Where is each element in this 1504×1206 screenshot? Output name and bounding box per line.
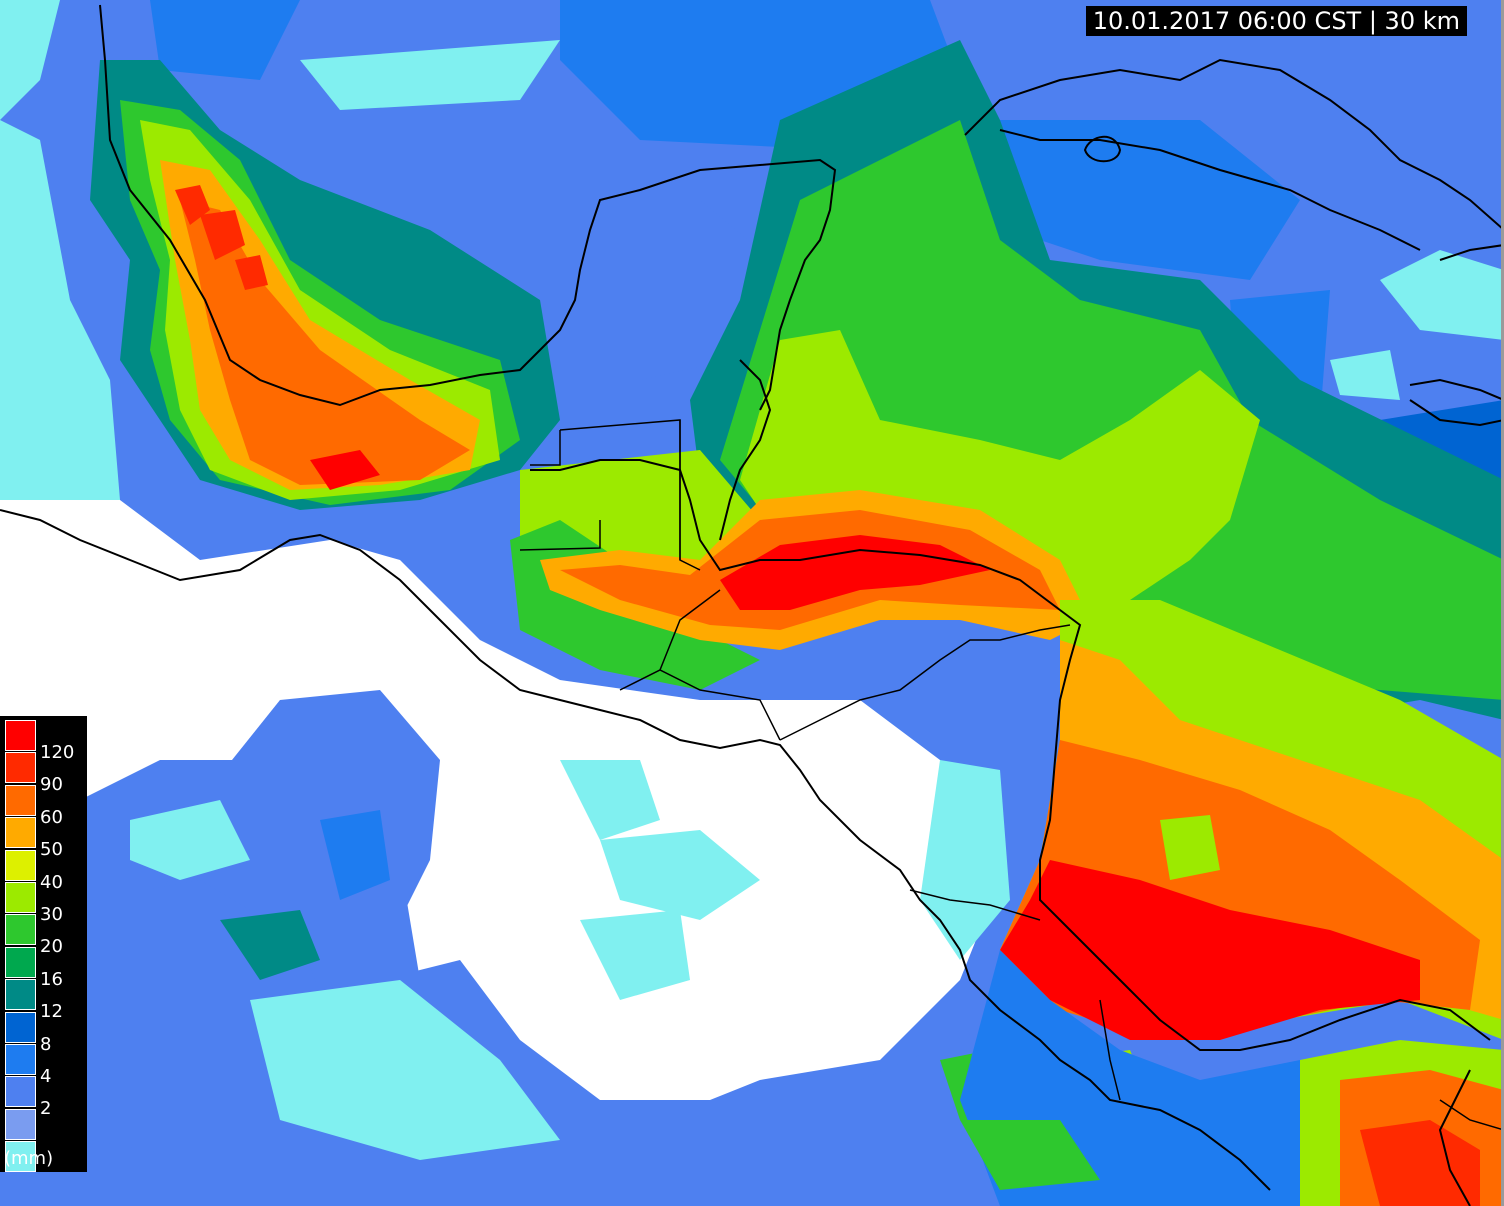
precip-zone-blue — [320, 810, 390, 900]
coastline-caribbean — [530, 459, 1491, 1051]
country-borders — [519, 419, 1501, 1130]
coastline-pacific — [0, 509, 1271, 1191]
border-nicaragua-costa-rica — [909, 889, 1041, 921]
precip-zone-blue — [600, 200, 760, 380]
legend-label: 40 — [40, 871, 63, 893]
precip-zone-red — [235, 255, 268, 290]
coastline-cuba-south — [999, 129, 1421, 251]
legend-swatch — [5, 817, 36, 849]
coastline-jamaica — [1409, 378, 1501, 400]
precip-zone-cyan — [580, 910, 690, 1000]
legend-swatch — [5, 914, 36, 946]
precip-zone-red — [310, 450, 380, 490]
coastline-jamaica-south — [1409, 399, 1501, 427]
precip-zone-red — [1000, 860, 1420, 1040]
legend-swatch — [5, 720, 36, 751]
timestamp-label: 10.01.2017 06:00 CST | 30 km — [1085, 6, 1467, 36]
legend-swatch — [5, 1076, 36, 1108]
coastlines — [0, 4, 1501, 1206]
coastline-isle — [1083, 135, 1122, 163]
border-guatemala-belize — [679, 420, 701, 571]
precip-zone-green — [960, 1120, 1100, 1190]
border-honduras-nicaragua — [779, 624, 1071, 741]
coastline-belize — [719, 359, 772, 541]
precip-zone-cyan — [920, 760, 1010, 960]
precip-zone-cyan — [1380, 250, 1501, 340]
legend-swatch — [5, 979, 36, 1011]
legend-label: 50 — [40, 839, 63, 861]
legend-label: 20 — [40, 936, 63, 958]
precip-zone-none — [0, 500, 1000, 1120]
legend-swatch — [5, 946, 36, 978]
legend-swatch — [5, 1108, 36, 1140]
legend-swatch — [5, 849, 36, 881]
legend-unit: (mm) — [4, 1148, 54, 1169]
legend-swatch — [5, 752, 36, 784]
precip-zone-cyan — [130, 800, 250, 880]
legend-swatch — [5, 1011, 36, 1043]
border-panama-colombia — [1439, 1099, 1501, 1130]
border-honduras-el-salvador — [619, 669, 781, 741]
color-legend: 120 90 60 50 40 30 20 16 12 8 4 2 (mm) — [0, 716, 87, 1173]
legend-swatch — [5, 882, 36, 913]
precip-zone-red — [1360, 1120, 1480, 1206]
border-guatemala — [530, 430, 561, 466]
precip-zone-cyan — [300, 40, 560, 110]
precip-zone-blue — [150, 0, 300, 80]
coastline-mexico-west — [99, 4, 837, 411]
precip-zone-cyan — [560, 760, 660, 840]
precip-zone-cyan — [0, 0, 60, 120]
border-el-salvador — [659, 589, 721, 671]
legend-swatch — [5, 1141, 36, 1173]
legend-label: 8 — [40, 1033, 52, 1055]
legend-label: 16 — [40, 968, 63, 990]
border-costa-rica-panama — [1099, 999, 1121, 1101]
coastline-cuba — [964, 58, 1501, 229]
legend-swatch — [5, 784, 36, 816]
precip-zone-cyan — [600, 830, 760, 920]
precip-zone-red — [200, 210, 245, 260]
precip-zone-cyan — [0, 120, 120, 500]
legend-swatch — [5, 1044, 36, 1075]
precip-zone-lime — [1160, 815, 1220, 880]
precip-zone-cyan — [1330, 350, 1400, 400]
border-guatemala-south — [519, 520, 601, 551]
legend-label: 60 — [40, 806, 63, 828]
precip-zone-green — [220, 910, 320, 980]
precip-zone-red — [720, 535, 990, 610]
coastline-haiti — [1439, 244, 1501, 261]
precip-zone-blue — [960, 120, 1300, 280]
coastline-colombia — [1438, 1069, 1471, 1206]
legend-label: 30 — [40, 904, 63, 925]
legend-label: 2 — [40, 1098, 52, 1120]
legend-label: 4 — [40, 1066, 52, 1087]
legend-label: 12 — [40, 1001, 63, 1023]
precip-zone-cyan — [250, 980, 560, 1160]
legend-label: 90 — [40, 774, 63, 796]
legend-label: 120 — [40, 742, 75, 763]
